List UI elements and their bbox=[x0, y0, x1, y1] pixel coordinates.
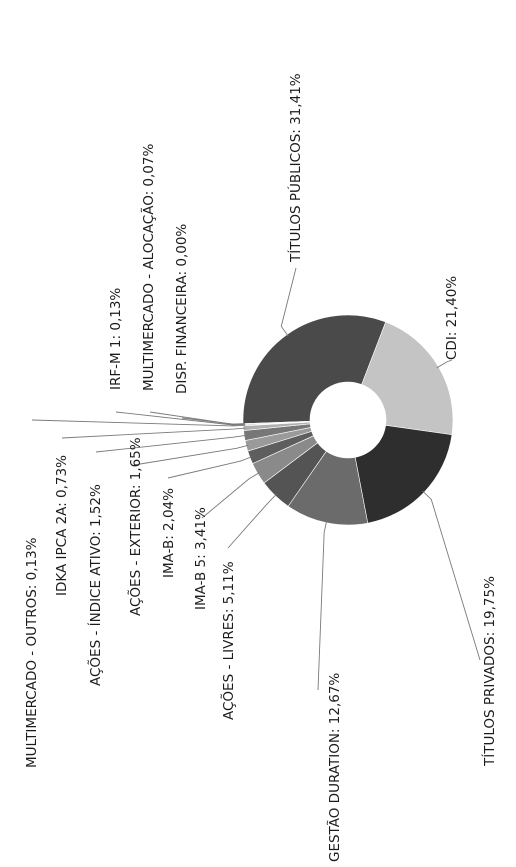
slice-titulos-privados bbox=[354, 425, 453, 524]
label-irf-m-1: IRF-M 1: 0,13% bbox=[108, 288, 124, 390]
slice-cdi bbox=[361, 321, 454, 436]
label-gestao-duration: GESTÃO DURATION: 12,67% bbox=[326, 673, 343, 862]
label-multimercado-outros: MULTIMERCADO - OUTROS: 0,13% bbox=[24, 537, 40, 768]
slices-group bbox=[242, 314, 454, 526]
leader-ima-b-5 bbox=[201, 472, 260, 519]
labels-group: TÍTULOS PÚBLICOS: 31,41% CDI: 21,40% TÍTUL… bbox=[24, 73, 498, 862]
leader-acoes-livres bbox=[227, 493, 277, 549]
leader-acoes-exterior bbox=[133, 444, 249, 466]
label-acoes-exterior: AÇÕES - EXTERIOR: 1,65% bbox=[127, 437, 144, 616]
leader-acoes-indice-ativo bbox=[95, 434, 247, 453]
leader-cdi bbox=[436, 359, 453, 369]
leader-idka-ipca-2a bbox=[61, 427, 246, 439]
label-acoes-livres: AÇÕES - LIVRES: 5,11% bbox=[220, 561, 237, 720]
label-ima-b: IMA-B: 2,04% bbox=[161, 488, 177, 578]
leader-multimercado-alocacao bbox=[149, 411, 246, 425]
label-cdi: CDI: 21,40% bbox=[444, 276, 460, 360]
label-titulos-privados: TÍTULOS PRIVADOS: 19,75% bbox=[481, 576, 498, 767]
leader-disp-financeira bbox=[181, 417, 246, 425]
label-idka-ipca-2a: IDKA IPCA 2A: 0,73% bbox=[54, 455, 70, 596]
leader-lines-group bbox=[31, 267, 481, 691]
label-titulos-publicos: TÍTULOS PÚBLICOS: 31,41% bbox=[286, 73, 304, 263]
leader-titulos-publicos bbox=[280, 267, 297, 337]
slice-titulos-publicos bbox=[242, 314, 387, 424]
label-multimercado-alocacao: MULTIMERCADO - ALOCAÇÃO: 0,07% bbox=[140, 144, 157, 391]
leader-irf-m-1 bbox=[115, 411, 246, 426]
label-ima-b-5: IMA-B 5: 3,41% bbox=[193, 507, 209, 610]
leader-ima-b bbox=[167, 456, 252, 479]
label-acoes-indice-ativo: AÇÕES - ÍNDICE ATIVO: 1,52% bbox=[87, 484, 104, 686]
label-disp-financeira: DISP. FINANCEIRA: 0,00% bbox=[174, 224, 190, 394]
leader-multimercado-outros bbox=[31, 419, 246, 427]
leader-titulos-privados bbox=[422, 490, 481, 661]
leader-gestao-duration bbox=[317, 520, 328, 691]
